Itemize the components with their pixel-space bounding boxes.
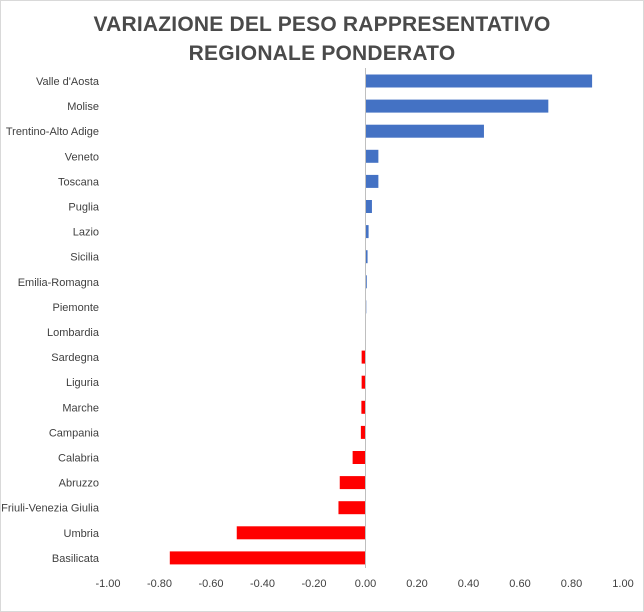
- category-label-friuli-venezia-giulia: Friuli-Venezia Giulia: [1, 503, 100, 515]
- bar-liguria: [361, 375, 366, 389]
- bar-campania: [360, 425, 366, 439]
- bar-valle-d-aosta: [365, 74, 593, 88]
- x-tick-label: 0.20: [406, 578, 427, 590]
- category-label-lombardia: Lombardia: [47, 327, 100, 339]
- bar-marche: [361, 400, 366, 414]
- bar-veneto: [365, 149, 379, 163]
- bar-calabria: [352, 451, 366, 464]
- x-tick-label: -0.80: [147, 578, 172, 590]
- category-label-emilia-romagna: Emilia-Romagna: [18, 277, 100, 289]
- bar-abruzzo: [339, 476, 366, 490]
- x-tick-label: 0.60: [509, 578, 530, 590]
- x-tick-label: -0.40: [250, 578, 275, 590]
- x-tick-label: -0.20: [301, 578, 326, 590]
- x-tick-label: 0.40: [458, 578, 479, 590]
- bar-sicilia: [365, 250, 368, 264]
- category-label-abruzzo: Abruzzo: [59, 478, 99, 490]
- bar-sardegna: [361, 350, 366, 364]
- bar-puglia: [365, 200, 372, 213]
- chart-title-line-2: REGIONALE PONDERATO: [188, 42, 456, 65]
- x-tick-label: -1.00: [95, 578, 120, 590]
- bar-emilia-romagna: [365, 275, 367, 289]
- category-label-sardegna: Sardegna: [51, 352, 100, 364]
- category-label-molise: Molise: [67, 101, 99, 113]
- category-labels-group: Valle d'Aosta Molise Trentino-Alto Adige Ve…: [1, 76, 100, 565]
- bars-group: [169, 74, 593, 565]
- x-tick-label: -0.60: [198, 578, 223, 590]
- bar-umbria: [236, 526, 366, 540]
- x-tick-label: 0.80: [561, 578, 582, 590]
- bar-toscana: [365, 174, 379, 188]
- category-label-veneto: Veneto: [65, 151, 99, 163]
- category-label-lazio: Lazio: [73, 227, 99, 239]
- category-label-piemonte: Piemonte: [53, 302, 99, 314]
- category-label-puglia: Puglia: [68, 202, 99, 214]
- category-label-trentino-alto-adige: Trentino-Alto Adige: [6, 126, 99, 138]
- bar-basilicata: [169, 551, 366, 565]
- category-label-campania: Campania: [49, 427, 100, 439]
- bar-trentino-alto-adige: [365, 124, 484, 138]
- category-label-calabria: Calabria: [58, 453, 100, 465]
- category-label-basilicata: Basilicata: [52, 553, 100, 565]
- x-tick-label: 0.00: [355, 578, 376, 590]
- bar-friuli-venezia-giulia: [338, 501, 366, 515]
- category-label-liguria: Liguria: [66, 377, 100, 389]
- chart-title: VARIAZIONE DEL PESO RAPPRESENTATIVO REGI…: [0, 10, 644, 68]
- category-label-marche: Marche: [62, 402, 99, 414]
- chart-title-line-1: VARIAZIONE DEL PESO RAPPRESENTATIVO: [93, 13, 551, 36]
- category-label-toscana: Toscana: [58, 176, 100, 188]
- bar-molise: [365, 99, 549, 113]
- x-tick-labels-group: -1.00 -0.80 -0.60 -0.40 -0.20 0.00 0.20 0.40 0.6…: [95, 578, 633, 590]
- category-label-sicilia: Sicilia: [70, 252, 100, 264]
- x-tick-label: 1.00: [612, 578, 633, 590]
- bar-lazio: [365, 225, 369, 239]
- category-label-umbria: Umbria: [64, 528, 100, 540]
- category-label-valle-d-aosta: Valle d'Aosta: [36, 76, 100, 88]
